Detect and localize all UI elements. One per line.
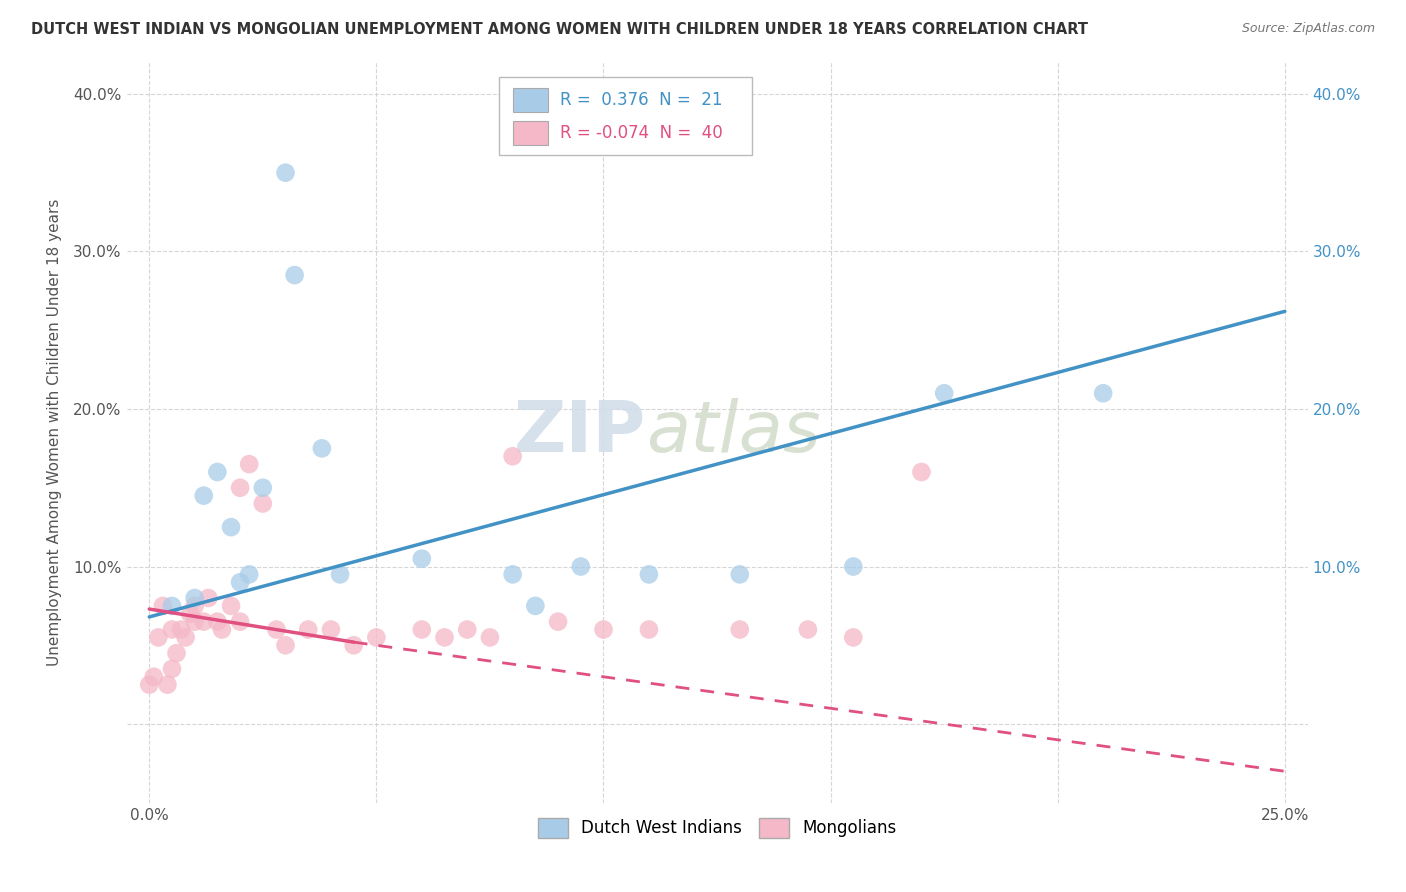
Point [638, 623, 661, 637]
Text: atlas: atlas [647, 398, 821, 467]
Point [842, 631, 865, 645]
Point [142, 670, 165, 684]
FancyBboxPatch shape [513, 121, 548, 145]
Point [229, 481, 252, 495]
Text: ZIP: ZIP [515, 398, 647, 467]
Point [229, 615, 252, 629]
Point [728, 623, 751, 637]
FancyBboxPatch shape [499, 78, 752, 155]
Y-axis label: Unemployment Among Women with Children Under 18 years: Unemployment Among Women with Children U… [46, 199, 62, 666]
Point [183, 615, 205, 629]
Point [160, 662, 183, 676]
Point [547, 615, 569, 629]
Point [284, 268, 307, 282]
Point [166, 646, 188, 660]
Point [569, 559, 592, 574]
Point [160, 623, 183, 637]
Point [274, 166, 297, 180]
Point [411, 551, 433, 566]
Point [343, 638, 366, 652]
Point [266, 623, 288, 637]
Point [238, 567, 260, 582]
Legend: Dutch West Indians, Mongolians: Dutch West Indians, Mongolians [530, 809, 904, 847]
Text: DUTCH WEST INDIAN VS MONGOLIAN UNEMPLOYMENT AMONG WOMEN WITH CHILDREN UNDER 18 Y: DUTCH WEST INDIAN VS MONGOLIAN UNEMPLOYM… [31, 22, 1088, 37]
Point [366, 631, 388, 645]
Point [170, 623, 193, 637]
Text: R = -0.074  N =  40: R = -0.074 N = 40 [560, 124, 723, 142]
Point [524, 599, 547, 613]
Point [319, 623, 342, 637]
Point [934, 386, 956, 401]
Text: Source: ZipAtlas.com: Source: ZipAtlas.com [1241, 22, 1375, 36]
Point [211, 623, 233, 637]
Point [229, 575, 252, 590]
Point [797, 623, 820, 637]
Point [152, 599, 174, 613]
Point [728, 567, 751, 582]
Point [252, 481, 274, 495]
Point [156, 678, 179, 692]
Point [174, 631, 197, 645]
Point [193, 615, 215, 629]
FancyBboxPatch shape [513, 88, 548, 112]
Point [502, 567, 524, 582]
Point [197, 591, 219, 605]
Point [219, 599, 242, 613]
Point [207, 615, 229, 629]
Point [179, 607, 201, 621]
Point [842, 559, 865, 574]
Point [148, 631, 170, 645]
Point [1092, 386, 1115, 401]
Point [160, 599, 183, 613]
Point [183, 599, 205, 613]
Point [329, 567, 352, 582]
Point [910, 465, 932, 479]
Point [478, 631, 501, 645]
Text: R =  0.376  N =  21: R = 0.376 N = 21 [560, 91, 723, 109]
Point [502, 449, 524, 463]
Point [638, 567, 661, 582]
Point [138, 678, 160, 692]
Point [238, 457, 260, 471]
Point [183, 591, 205, 605]
Point [456, 623, 478, 637]
Point [252, 496, 274, 510]
Point [207, 465, 229, 479]
Point [311, 442, 333, 456]
Point [297, 623, 319, 637]
Point [411, 623, 433, 637]
Point [219, 520, 242, 534]
Point [193, 489, 215, 503]
Point [274, 638, 297, 652]
Point [433, 631, 456, 645]
Point [592, 623, 614, 637]
